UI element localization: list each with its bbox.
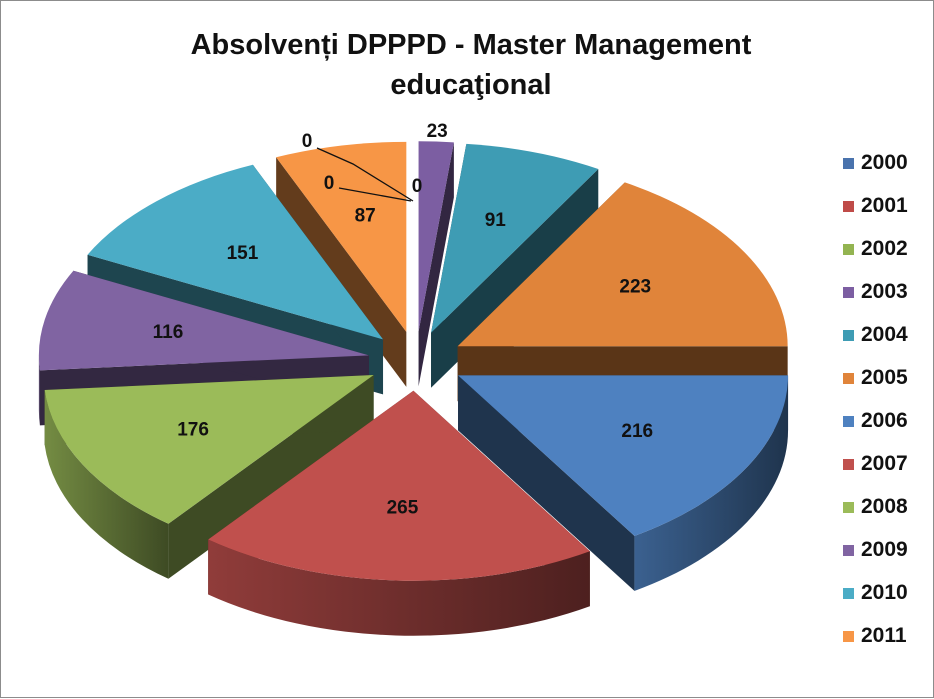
data-label-2007: 265 bbox=[387, 497, 419, 518]
data-label-2002: 0 bbox=[412, 176, 423, 197]
legend-swatch bbox=[843, 329, 854, 341]
legend-label: 2000 bbox=[861, 151, 908, 174]
legend-swatch bbox=[843, 630, 854, 642]
legend-item-2001: 2001 bbox=[843, 194, 908, 218]
legend-item-2006: 2006 bbox=[843, 409, 908, 433]
pie-slice-2006 bbox=[458, 375, 789, 591]
data-label-2011: 87 bbox=[355, 205, 376, 226]
legend-swatch bbox=[843, 200, 854, 212]
legend-item-2005: 2005 bbox=[843, 366, 908, 390]
legend-label: 2007 bbox=[861, 452, 908, 475]
legend-item-2007: 2007 bbox=[843, 452, 908, 476]
legend-item-2004: 2004 bbox=[843, 323, 908, 347]
legend-label: 2002 bbox=[861, 237, 908, 260]
pie-slice-2003 bbox=[418, 141, 454, 387]
data-label-2001: 0 bbox=[324, 173, 335, 194]
legend-label: 2005 bbox=[861, 366, 908, 389]
legend-label: 2011 bbox=[861, 624, 907, 647]
legend-label: 2008 bbox=[861, 495, 908, 518]
legend-item-2008: 2008 bbox=[843, 495, 908, 519]
legend-item-2000: 2000 bbox=[843, 151, 908, 175]
legend-swatch bbox=[843, 415, 854, 427]
legend-swatch bbox=[843, 243, 854, 255]
legend-label: 2006 bbox=[861, 409, 908, 432]
legend-swatch bbox=[843, 286, 854, 298]
legend-label: 2009 bbox=[861, 538, 908, 561]
data-label-2004: 91 bbox=[485, 210, 507, 231]
data-label-2009: 116 bbox=[153, 322, 184, 343]
data-label-2005: 223 bbox=[619, 277, 651, 298]
legend-label: 2010 bbox=[861, 581, 908, 604]
legend-item-2011: 2011 bbox=[843, 624, 907, 648]
legend-swatch bbox=[843, 458, 854, 470]
legend-swatch bbox=[843, 372, 854, 384]
legend-swatch bbox=[843, 157, 854, 169]
data-label-2006: 216 bbox=[621, 421, 653, 442]
legend-swatch bbox=[843, 501, 854, 513]
legend-item-2002: 2002 bbox=[843, 237, 908, 261]
data-label-2010: 151 bbox=[227, 243, 259, 264]
chart-title: Absolvenți DPPPD - Master Management edu… bbox=[190, 29, 752, 101]
legend-item-2009: 2009 bbox=[843, 538, 908, 562]
legend-label: 2004 bbox=[861, 323, 908, 346]
data-label-2008: 176 bbox=[177, 419, 209, 440]
data-label-2003: 23 bbox=[427, 121, 448, 142]
pie-slice-2007 bbox=[208, 390, 590, 636]
leader-line bbox=[316, 147, 414, 202]
legend-label: 2003 bbox=[861, 280, 908, 303]
legend-item-2003: 2003 bbox=[843, 280, 908, 304]
legend-item-2010: 2010 bbox=[843, 581, 908, 605]
legend-label: 2001 bbox=[861, 194, 908, 217]
data-label-2000: 0 bbox=[302, 131, 313, 152]
legend-swatch bbox=[843, 544, 854, 556]
legend-swatch bbox=[843, 587, 854, 599]
pie-slice-2008 bbox=[44, 374, 374, 579]
leader-line bbox=[338, 187, 412, 202]
